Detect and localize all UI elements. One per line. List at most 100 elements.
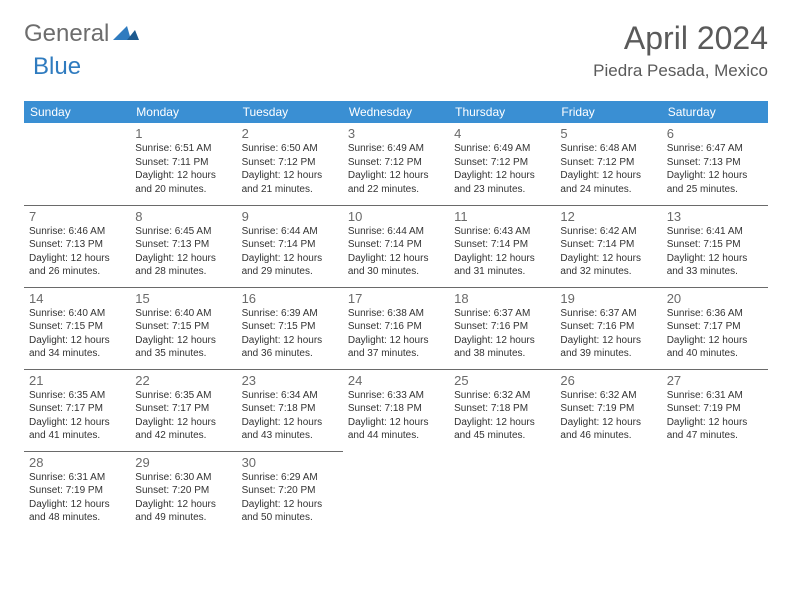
calendar-empty-cell <box>24 123 130 205</box>
day-info: Sunrise: 6:30 AMSunset: 7:20 PMDaylight:… <box>135 471 231 525</box>
calendar-day-cell: 1Sunrise: 6:51 AMSunset: 7:11 PMDaylight… <box>130 123 236 205</box>
day-info: Sunrise: 6:42 AMSunset: 7:14 PMDaylight:… <box>560 225 656 279</box>
day-number: 7 <box>29 209 125 224</box>
calendar-day-cell: 9Sunrise: 6:44 AMSunset: 7:14 PMDaylight… <box>237 205 343 287</box>
calendar-day-cell: 6Sunrise: 6:47 AMSunset: 7:13 PMDaylight… <box>662 123 768 205</box>
day-number: 10 <box>348 209 444 224</box>
day-info: Sunrise: 6:40 AMSunset: 7:15 PMDaylight:… <box>135 307 231 361</box>
calendar-day-cell: 22Sunrise: 6:35 AMSunset: 7:17 PMDayligh… <box>130 369 236 451</box>
calendar-day-cell: 11Sunrise: 6:43 AMSunset: 7:14 PMDayligh… <box>449 205 555 287</box>
day-info: Sunrise: 6:35 AMSunset: 7:17 PMDaylight:… <box>29 389 125 443</box>
day-number: 11 <box>454 209 550 224</box>
day-info: Sunrise: 6:44 AMSunset: 7:14 PMDaylight:… <box>348 225 444 279</box>
weekday-header: Thursday <box>449 101 555 123</box>
calendar-day-cell: 30Sunrise: 6:29 AMSunset: 7:20 PMDayligh… <box>237 451 343 533</box>
day-number: 14 <box>29 291 125 306</box>
calendar-day-cell: 13Sunrise: 6:41 AMSunset: 7:15 PMDayligh… <box>662 205 768 287</box>
day-number: 13 <box>667 209 763 224</box>
day-number: 23 <box>242 373 338 388</box>
day-info: Sunrise: 6:50 AMSunset: 7:12 PMDaylight:… <box>242 142 338 196</box>
day-info: Sunrise: 6:39 AMSunset: 7:15 PMDaylight:… <box>242 307 338 361</box>
day-number: 12 <box>560 209 656 224</box>
day-number: 5 <box>560 126 656 141</box>
day-info: Sunrise: 6:31 AMSunset: 7:19 PMDaylight:… <box>667 389 763 443</box>
calendar-day-cell: 15Sunrise: 6:40 AMSunset: 7:15 PMDayligh… <box>130 287 236 369</box>
logo-text-blue: Blue <box>33 53 81 81</box>
day-number: 6 <box>667 126 763 141</box>
calendar-empty-cell <box>449 451 555 533</box>
day-info: Sunrise: 6:31 AMSunset: 7:19 PMDaylight:… <box>29 471 125 525</box>
day-info: Sunrise: 6:44 AMSunset: 7:14 PMDaylight:… <box>242 225 338 279</box>
month-title: April 2024 <box>593 20 768 57</box>
calendar-day-cell: 28Sunrise: 6:31 AMSunset: 7:19 PMDayligh… <box>24 451 130 533</box>
calendar-day-cell: 20Sunrise: 6:36 AMSunset: 7:17 PMDayligh… <box>662 287 768 369</box>
calendar-body: 1Sunrise: 6:51 AMSunset: 7:11 PMDaylight… <box>24 123 768 533</box>
calendar-day-cell: 5Sunrise: 6:48 AMSunset: 7:12 PMDaylight… <box>555 123 661 205</box>
day-info: Sunrise: 6:32 AMSunset: 7:19 PMDaylight:… <box>560 389 656 443</box>
calendar-day-cell: 14Sunrise: 6:40 AMSunset: 7:15 PMDayligh… <box>24 287 130 369</box>
day-number: 19 <box>560 291 656 306</box>
calendar-day-cell: 27Sunrise: 6:31 AMSunset: 7:19 PMDayligh… <box>662 369 768 451</box>
day-number: 28 <box>29 455 125 470</box>
calendar-empty-cell <box>662 451 768 533</box>
day-info: Sunrise: 6:41 AMSunset: 7:15 PMDaylight:… <box>667 225 763 279</box>
day-info: Sunrise: 6:49 AMSunset: 7:12 PMDaylight:… <box>454 142 550 196</box>
calendar-day-cell: 4Sunrise: 6:49 AMSunset: 7:12 PMDaylight… <box>449 123 555 205</box>
calendar-day-cell: 7Sunrise: 6:46 AMSunset: 7:13 PMDaylight… <box>24 205 130 287</box>
day-info: Sunrise: 6:37 AMSunset: 7:16 PMDaylight:… <box>560 307 656 361</box>
calendar-table: SundayMondayTuesdayWednesdayThursdayFrid… <box>24 101 768 533</box>
day-number: 30 <box>242 455 338 470</box>
day-number: 8 <box>135 209 231 224</box>
calendar-week-row: 7Sunrise: 6:46 AMSunset: 7:13 PMDaylight… <box>24 205 768 287</box>
day-number: 21 <box>29 373 125 388</box>
day-info: Sunrise: 6:29 AMSunset: 7:20 PMDaylight:… <box>242 471 338 525</box>
day-number: 17 <box>348 291 444 306</box>
day-number: 26 <box>560 373 656 388</box>
calendar-empty-cell <box>555 451 661 533</box>
calendar-week-row: 21Sunrise: 6:35 AMSunset: 7:17 PMDayligh… <box>24 369 768 451</box>
day-number: 1 <box>135 126 231 141</box>
day-number: 22 <box>135 373 231 388</box>
day-info: Sunrise: 6:47 AMSunset: 7:13 PMDaylight:… <box>667 142 763 196</box>
day-info: Sunrise: 6:33 AMSunset: 7:18 PMDaylight:… <box>348 389 444 443</box>
day-info: Sunrise: 6:45 AMSunset: 7:13 PMDaylight:… <box>135 225 231 279</box>
day-number: 4 <box>454 126 550 141</box>
day-info: Sunrise: 6:32 AMSunset: 7:18 PMDaylight:… <box>454 389 550 443</box>
day-number: 2 <box>242 126 338 141</box>
day-number: 15 <box>135 291 231 306</box>
day-number: 20 <box>667 291 763 306</box>
day-number: 27 <box>667 373 763 388</box>
day-info: Sunrise: 6:36 AMSunset: 7:17 PMDaylight:… <box>667 307 763 361</box>
day-number: 3 <box>348 126 444 141</box>
day-number: 16 <box>242 291 338 306</box>
calendar-day-cell: 21Sunrise: 6:35 AMSunset: 7:17 PMDayligh… <box>24 369 130 451</box>
logo-text-general: General <box>24 20 109 48</box>
day-info: Sunrise: 6:34 AMSunset: 7:18 PMDaylight:… <box>242 389 338 443</box>
calendar-day-cell: 29Sunrise: 6:30 AMSunset: 7:20 PMDayligh… <box>130 451 236 533</box>
calendar-day-cell: 19Sunrise: 6:37 AMSunset: 7:16 PMDayligh… <box>555 287 661 369</box>
day-info: Sunrise: 6:46 AMSunset: 7:13 PMDaylight:… <box>29 225 125 279</box>
calendar-day-cell: 3Sunrise: 6:49 AMSunset: 7:12 PMDaylight… <box>343 123 449 205</box>
calendar-week-row: 14Sunrise: 6:40 AMSunset: 7:15 PMDayligh… <box>24 287 768 369</box>
day-number: 24 <box>348 373 444 388</box>
day-info: Sunrise: 6:49 AMSunset: 7:12 PMDaylight:… <box>348 142 444 196</box>
logo-triangle-icon <box>113 20 139 48</box>
calendar-day-cell: 25Sunrise: 6:32 AMSunset: 7:18 PMDayligh… <box>449 369 555 451</box>
calendar-week-row: 28Sunrise: 6:31 AMSunset: 7:19 PMDayligh… <box>24 451 768 533</box>
weekday-header: Saturday <box>662 101 768 123</box>
day-number: 18 <box>454 291 550 306</box>
calendar-week-row: 1Sunrise: 6:51 AMSunset: 7:11 PMDaylight… <box>24 123 768 205</box>
calendar-day-cell: 26Sunrise: 6:32 AMSunset: 7:19 PMDayligh… <box>555 369 661 451</box>
calendar-day-cell: 2Sunrise: 6:50 AMSunset: 7:12 PMDaylight… <box>237 123 343 205</box>
day-info: Sunrise: 6:51 AMSunset: 7:11 PMDaylight:… <box>135 142 231 196</box>
day-info: Sunrise: 6:40 AMSunset: 7:15 PMDaylight:… <box>29 307 125 361</box>
weekday-header: Wednesday <box>343 101 449 123</box>
day-info: Sunrise: 6:38 AMSunset: 7:16 PMDaylight:… <box>348 307 444 361</box>
day-info: Sunrise: 6:35 AMSunset: 7:17 PMDaylight:… <box>135 389 231 443</box>
weekday-header: Monday <box>130 101 236 123</box>
day-info: Sunrise: 6:43 AMSunset: 7:14 PMDaylight:… <box>454 225 550 279</box>
calendar-day-cell: 12Sunrise: 6:42 AMSunset: 7:14 PMDayligh… <box>555 205 661 287</box>
day-number: 25 <box>454 373 550 388</box>
day-number: 29 <box>135 455 231 470</box>
calendar-header-row: SundayMondayTuesdayWednesdayThursdayFrid… <box>24 101 768 123</box>
